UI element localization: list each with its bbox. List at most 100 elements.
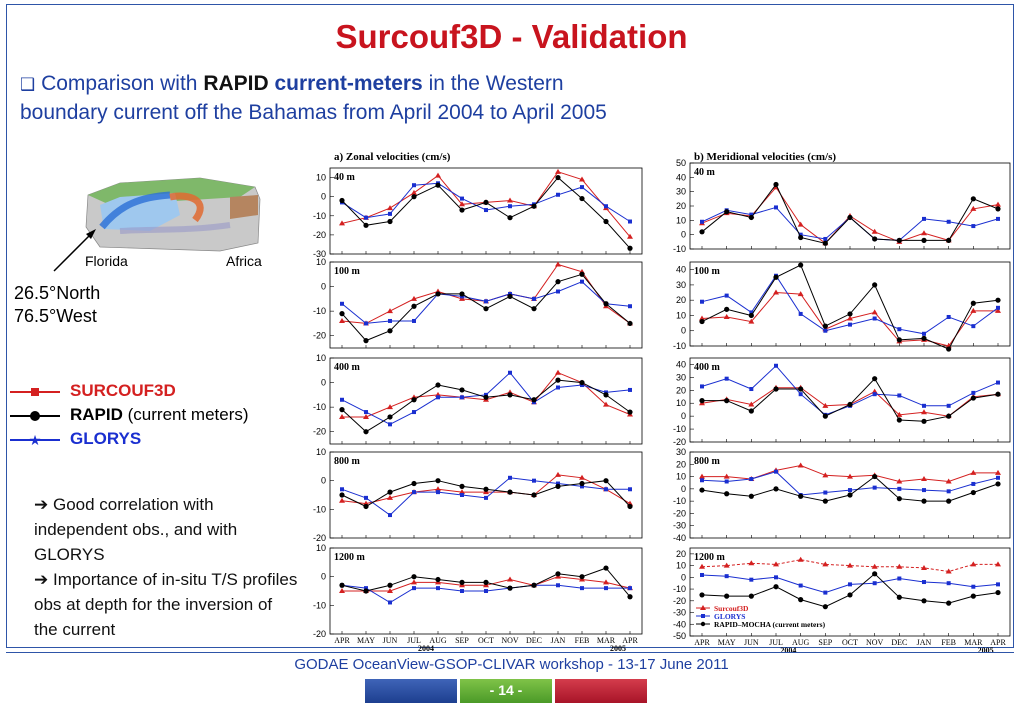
point-rapid xyxy=(872,236,878,242)
y-tick-label: 0 xyxy=(321,282,326,292)
point-glorys xyxy=(364,321,368,326)
point-rapid xyxy=(896,496,902,502)
point-surcouf3d xyxy=(579,176,585,182)
depth-label: 400 m xyxy=(334,362,361,373)
point-rapid xyxy=(603,478,609,484)
point-glorys xyxy=(897,393,902,398)
depth-label: 1200 m xyxy=(694,552,726,563)
point-surcouf3d xyxy=(871,563,878,569)
y-tick-label: -10 xyxy=(673,496,686,506)
point-rapid xyxy=(363,503,369,510)
point-glorys xyxy=(508,204,512,209)
y-tick-label: -20 xyxy=(313,331,326,341)
point-rapid xyxy=(387,218,393,225)
point-surcouf3d xyxy=(363,413,369,419)
y-tick-label: 30 xyxy=(676,447,686,457)
y-tick-label: -40 xyxy=(673,533,686,543)
point-rapid xyxy=(699,592,705,598)
point-surcouf3d xyxy=(773,561,779,567)
point-rapid xyxy=(555,174,561,181)
point-surcouf3d xyxy=(945,568,952,574)
point-glorys xyxy=(749,577,754,582)
point-rapid xyxy=(724,398,730,404)
point-surcouf3d xyxy=(699,563,705,569)
point-surcouf3d xyxy=(896,411,903,417)
point-rapid xyxy=(921,498,927,504)
point-surcouf3d xyxy=(579,474,585,480)
point-rapid xyxy=(603,218,609,225)
inset-legend-label: RAPID–MOCHA (current meters) xyxy=(714,620,826,629)
point-rapid xyxy=(773,486,779,492)
point-rapid xyxy=(724,209,730,215)
point-surcouf3d xyxy=(387,205,393,211)
month-label: MAY xyxy=(718,638,736,647)
point-rapid xyxy=(531,203,537,209)
point-glorys xyxy=(774,205,778,210)
point-glorys xyxy=(628,304,632,309)
point-glorys xyxy=(532,296,536,301)
point-glorys xyxy=(532,478,536,483)
month-label: JUN xyxy=(744,638,759,647)
y-tick-label: 10 xyxy=(676,561,686,571)
point-glorys xyxy=(364,410,368,415)
conclusion-notes: ➔ Good correlation with independent obs.… xyxy=(34,492,299,642)
month-label: APR xyxy=(990,638,1006,647)
point-rapid xyxy=(822,240,828,246)
inset-legend-label: GLORYS xyxy=(714,612,745,621)
point-surcouf3d xyxy=(871,228,878,234)
point-rapid xyxy=(459,291,465,297)
y-tick-label: -10 xyxy=(313,306,326,316)
point-rapid xyxy=(363,429,369,435)
point-glorys xyxy=(604,487,608,492)
month-label: NOV xyxy=(866,638,884,647)
point-surcouf3d xyxy=(921,230,927,236)
point-surcouf3d xyxy=(411,189,417,195)
y-tick-label: 10 xyxy=(676,398,686,408)
point-glorys xyxy=(700,478,704,483)
point-glorys xyxy=(798,232,803,237)
series-legend: ★ xyxy=(10,388,60,448)
year-label: 2005 xyxy=(610,644,626,653)
y-tick-label: 10 xyxy=(676,472,686,482)
point-rapid xyxy=(822,498,828,504)
y-tick-label: 0 xyxy=(321,572,326,582)
point-surcouf3d xyxy=(921,564,927,570)
point-rapid xyxy=(435,291,441,297)
point-glorys xyxy=(996,475,1000,480)
point-surcouf3d xyxy=(970,205,977,211)
point-glorys xyxy=(628,487,632,492)
point-surcouf3d xyxy=(387,308,393,314)
point-glorys xyxy=(628,219,632,224)
point-surcouf3d xyxy=(459,489,465,495)
point-surcouf3d xyxy=(847,315,853,321)
point-glorys xyxy=(774,363,778,368)
month-label: APR xyxy=(334,636,350,645)
point-rapid xyxy=(411,574,417,580)
point-glorys xyxy=(628,387,632,392)
point-glorys xyxy=(700,384,704,389)
month-label: AUG xyxy=(792,638,810,647)
velocity-charts: a) Zonal velocities (cm/s)100-10-20-3040… xyxy=(313,151,1011,655)
point-glorys xyxy=(872,581,877,586)
point-rapid xyxy=(627,503,633,510)
y-tick-label: 20 xyxy=(676,459,686,469)
point-rapid xyxy=(531,492,537,498)
point-rapid xyxy=(339,197,345,204)
month-label: JAN xyxy=(551,636,566,645)
point-glorys xyxy=(484,589,488,593)
point-rapid xyxy=(555,483,561,489)
point-glorys xyxy=(412,586,416,591)
chart-title: b) Meridional velocities (cm/s) xyxy=(694,151,836,163)
point-glorys xyxy=(897,327,902,332)
y-tick-label: 30 xyxy=(676,372,686,382)
point-glorys xyxy=(749,477,754,482)
point-rapid xyxy=(798,234,804,241)
y-tick-label: -20 xyxy=(673,596,686,606)
point-surcouf3d xyxy=(339,497,345,503)
point-glorys xyxy=(340,397,344,402)
point-glorys xyxy=(556,192,560,197)
footer-bar-red xyxy=(555,679,647,703)
point-rapid xyxy=(822,323,828,329)
point-glorys xyxy=(388,422,392,427)
point-surcouf3d xyxy=(847,562,853,568)
